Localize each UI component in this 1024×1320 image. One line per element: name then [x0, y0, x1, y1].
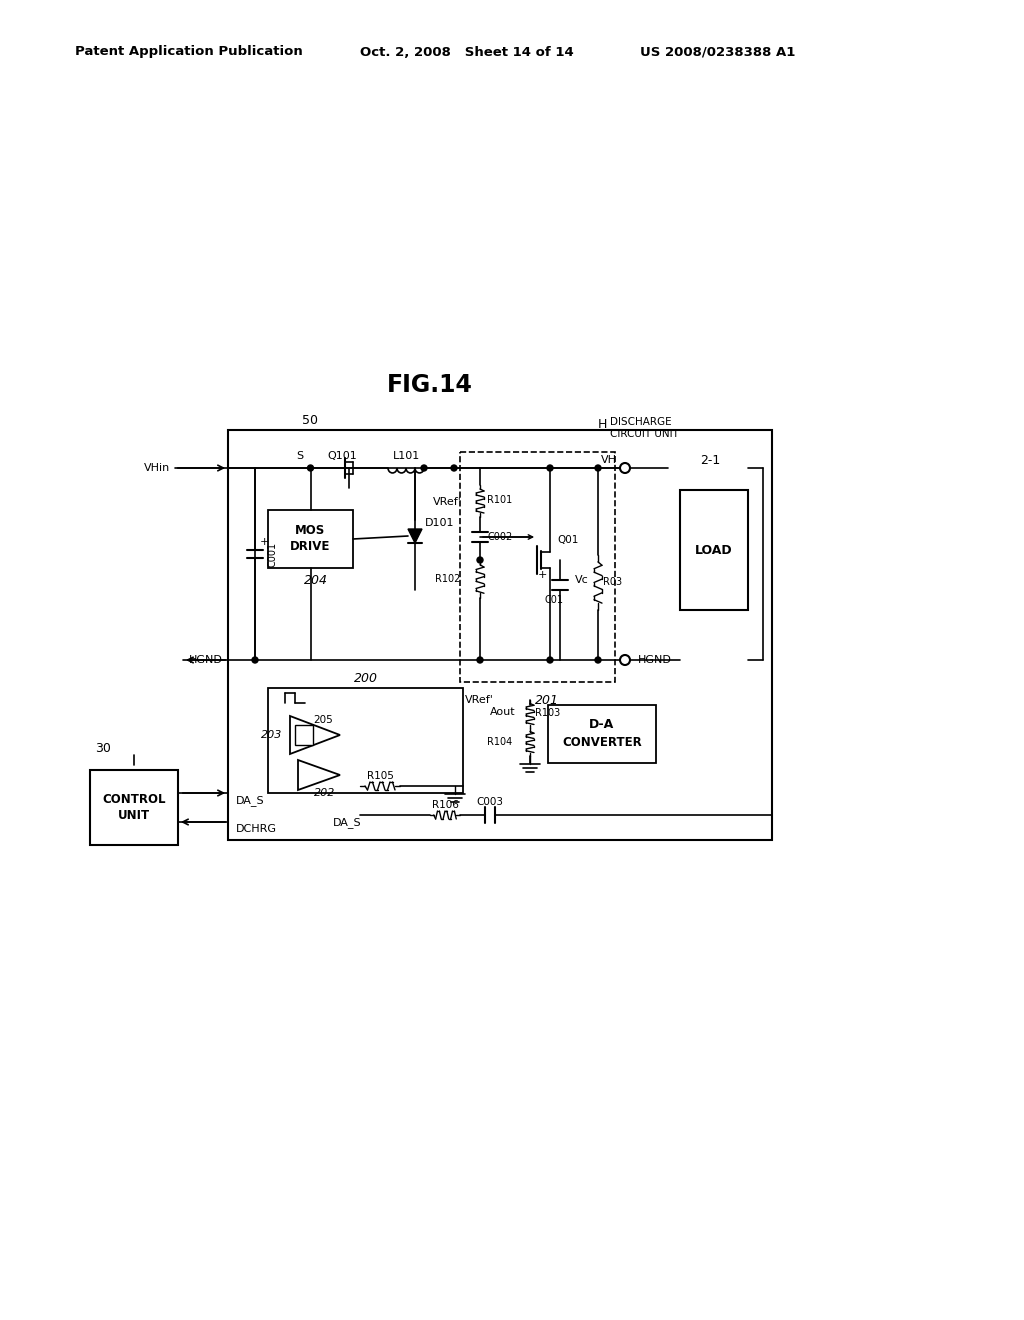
Text: 202: 202 — [313, 788, 335, 799]
Text: R104: R104 — [486, 737, 512, 747]
Text: 2-1: 2-1 — [700, 454, 720, 466]
Text: DISCHARGE: DISCHARGE — [610, 417, 672, 426]
Text: Vc: Vc — [575, 576, 589, 585]
Text: DCHRG: DCHRG — [236, 824, 278, 834]
Text: UNIT: UNIT — [118, 809, 151, 822]
Text: 200: 200 — [353, 672, 378, 685]
Circle shape — [547, 465, 553, 471]
Text: C003: C003 — [476, 797, 504, 807]
Bar — [460, 451, 615, 682]
Text: R101: R101 — [487, 495, 512, 506]
Bar — [295, 725, 313, 744]
Text: D101: D101 — [425, 517, 455, 528]
Text: Oct. 2, 2008   Sheet 14 of 14: Oct. 2, 2008 Sheet 14 of 14 — [360, 45, 573, 58]
Text: Q101: Q101 — [327, 451, 357, 461]
Text: CONVERTER: CONVERTER — [562, 737, 642, 750]
Text: S: S — [296, 451, 303, 461]
Bar — [268, 510, 353, 568]
Text: +: + — [538, 570, 547, 579]
Text: C01: C01 — [545, 595, 563, 605]
Text: R03: R03 — [603, 577, 623, 587]
Text: 30: 30 — [95, 742, 111, 755]
Text: +: + — [260, 537, 269, 546]
Text: Aout: Aout — [490, 708, 516, 717]
Bar — [90, 770, 178, 845]
Polygon shape — [408, 529, 422, 543]
Text: R103: R103 — [535, 708, 560, 718]
Text: C002: C002 — [487, 532, 512, 543]
Circle shape — [595, 465, 601, 471]
Text: 50: 50 — [302, 413, 318, 426]
Text: D-A: D-A — [590, 718, 614, 731]
Text: 204: 204 — [303, 573, 328, 586]
Text: Patent Application Publication: Patent Application Publication — [75, 45, 303, 58]
Text: C001: C001 — [267, 541, 278, 566]
Circle shape — [421, 465, 427, 471]
Text: VH: VH — [601, 455, 617, 465]
Text: DA_S: DA_S — [236, 795, 264, 807]
Text: 205: 205 — [313, 715, 333, 725]
Text: VRef': VRef' — [433, 498, 462, 507]
Text: DRIVE: DRIVE — [291, 540, 331, 553]
Text: R105: R105 — [367, 771, 393, 781]
Text: CIRCUIT UNIT: CIRCUIT UNIT — [610, 429, 679, 440]
Text: R102: R102 — [434, 574, 460, 583]
Text: LOAD: LOAD — [695, 544, 733, 557]
Text: US 2008/0238388 A1: US 2008/0238388 A1 — [640, 45, 796, 58]
Text: R106: R106 — [431, 800, 459, 810]
Bar — [228, 430, 772, 840]
Text: H: H — [598, 418, 607, 432]
Circle shape — [252, 657, 258, 663]
Circle shape — [477, 657, 483, 663]
Circle shape — [547, 657, 553, 663]
Text: VHin: VHin — [143, 463, 170, 473]
Text: Q01: Q01 — [557, 535, 579, 545]
Text: FIG.14: FIG.14 — [387, 374, 473, 397]
Text: HGND: HGND — [638, 655, 672, 665]
Text: 203: 203 — [261, 730, 282, 741]
Text: MOS: MOS — [295, 524, 326, 537]
Bar — [548, 705, 656, 763]
Text: HGND: HGND — [189, 655, 223, 665]
Text: L101: L101 — [392, 451, 420, 461]
Text: VRef': VRef' — [465, 696, 494, 705]
Text: DA_S: DA_S — [334, 817, 362, 828]
Text: 201: 201 — [535, 693, 559, 706]
Circle shape — [477, 557, 483, 564]
Circle shape — [451, 465, 457, 471]
Circle shape — [595, 657, 601, 663]
Bar — [680, 490, 748, 610]
Bar — [268, 688, 463, 793]
Text: CONTROL: CONTROL — [102, 793, 166, 807]
Circle shape — [307, 465, 313, 471]
